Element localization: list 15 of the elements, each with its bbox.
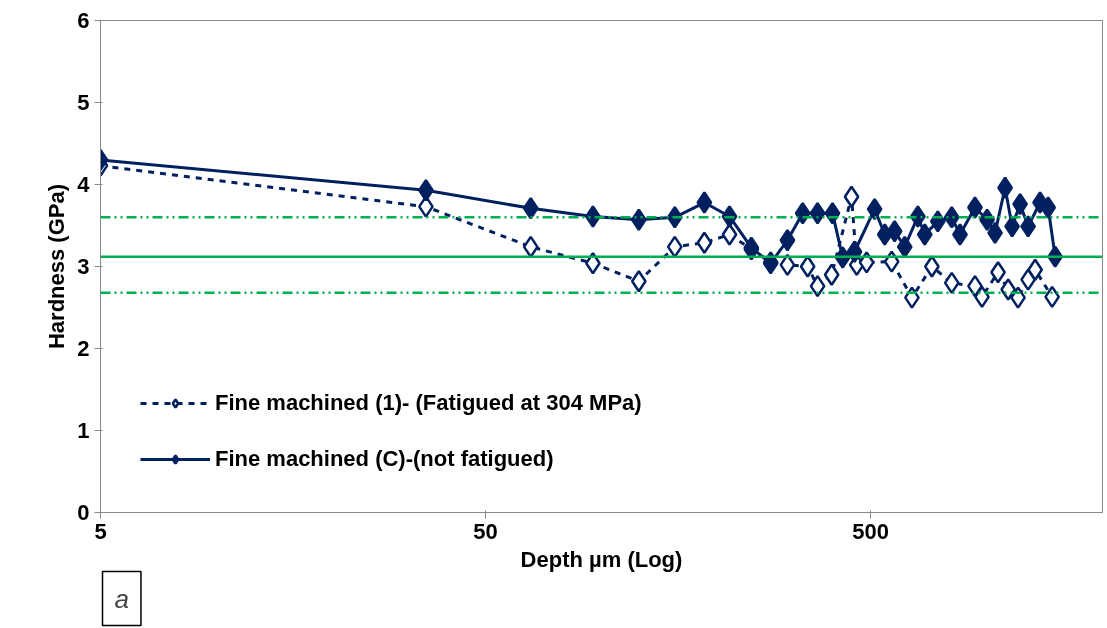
x-axis-title: Depth µm (Log) [520,546,683,572]
y-tick-label: 3 [77,254,90,279]
text: a [114,583,129,614]
x-tick-label: 50 [473,518,498,544]
y-tick-label: 1 [77,418,90,443]
legend-label: Fine machined (1)- (Fatigued at 304 MPa) [215,390,642,416]
legend-label: Fine machined (C)-(not fatigued) [215,446,554,472]
y-axis-title: Hardness (GPa) [44,183,70,350]
x-tick-label: 5 [94,518,107,544]
y-tick-label: 4 [77,172,91,197]
x-tick-label: 500 [852,518,890,544]
y-tick-label: 6 [77,8,90,33]
y-tick-label: 0 [77,500,90,525]
y-tick-label: 2 [77,336,90,361]
y-tick-label: 5 [77,90,90,115]
